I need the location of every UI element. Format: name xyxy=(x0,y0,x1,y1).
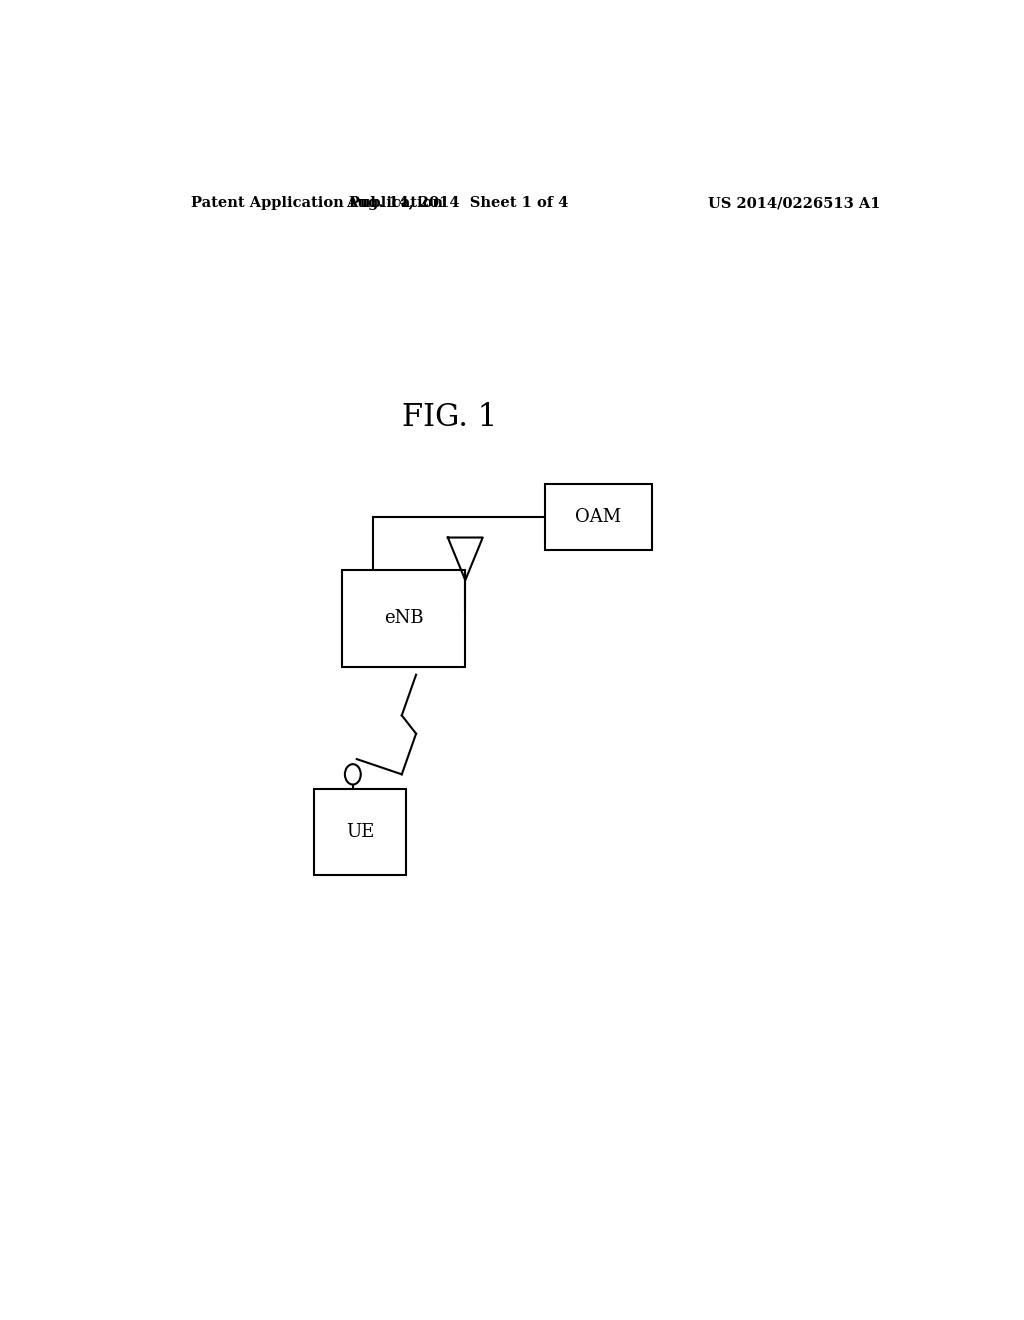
Text: Aug. 14, 2014  Sheet 1 of 4: Aug. 14, 2014 Sheet 1 of 4 xyxy=(346,197,568,210)
Bar xyxy=(545,483,652,549)
Text: UE: UE xyxy=(346,822,375,841)
Text: Patent Application Publication: Patent Application Publication xyxy=(191,197,443,210)
Text: US 2014/0226513 A1: US 2014/0226513 A1 xyxy=(709,197,881,210)
Bar xyxy=(314,788,406,875)
Text: eNB: eNB xyxy=(384,610,424,627)
Text: OAM: OAM xyxy=(575,508,622,525)
Bar xyxy=(342,570,465,667)
Text: FIG. 1: FIG. 1 xyxy=(401,403,497,433)
